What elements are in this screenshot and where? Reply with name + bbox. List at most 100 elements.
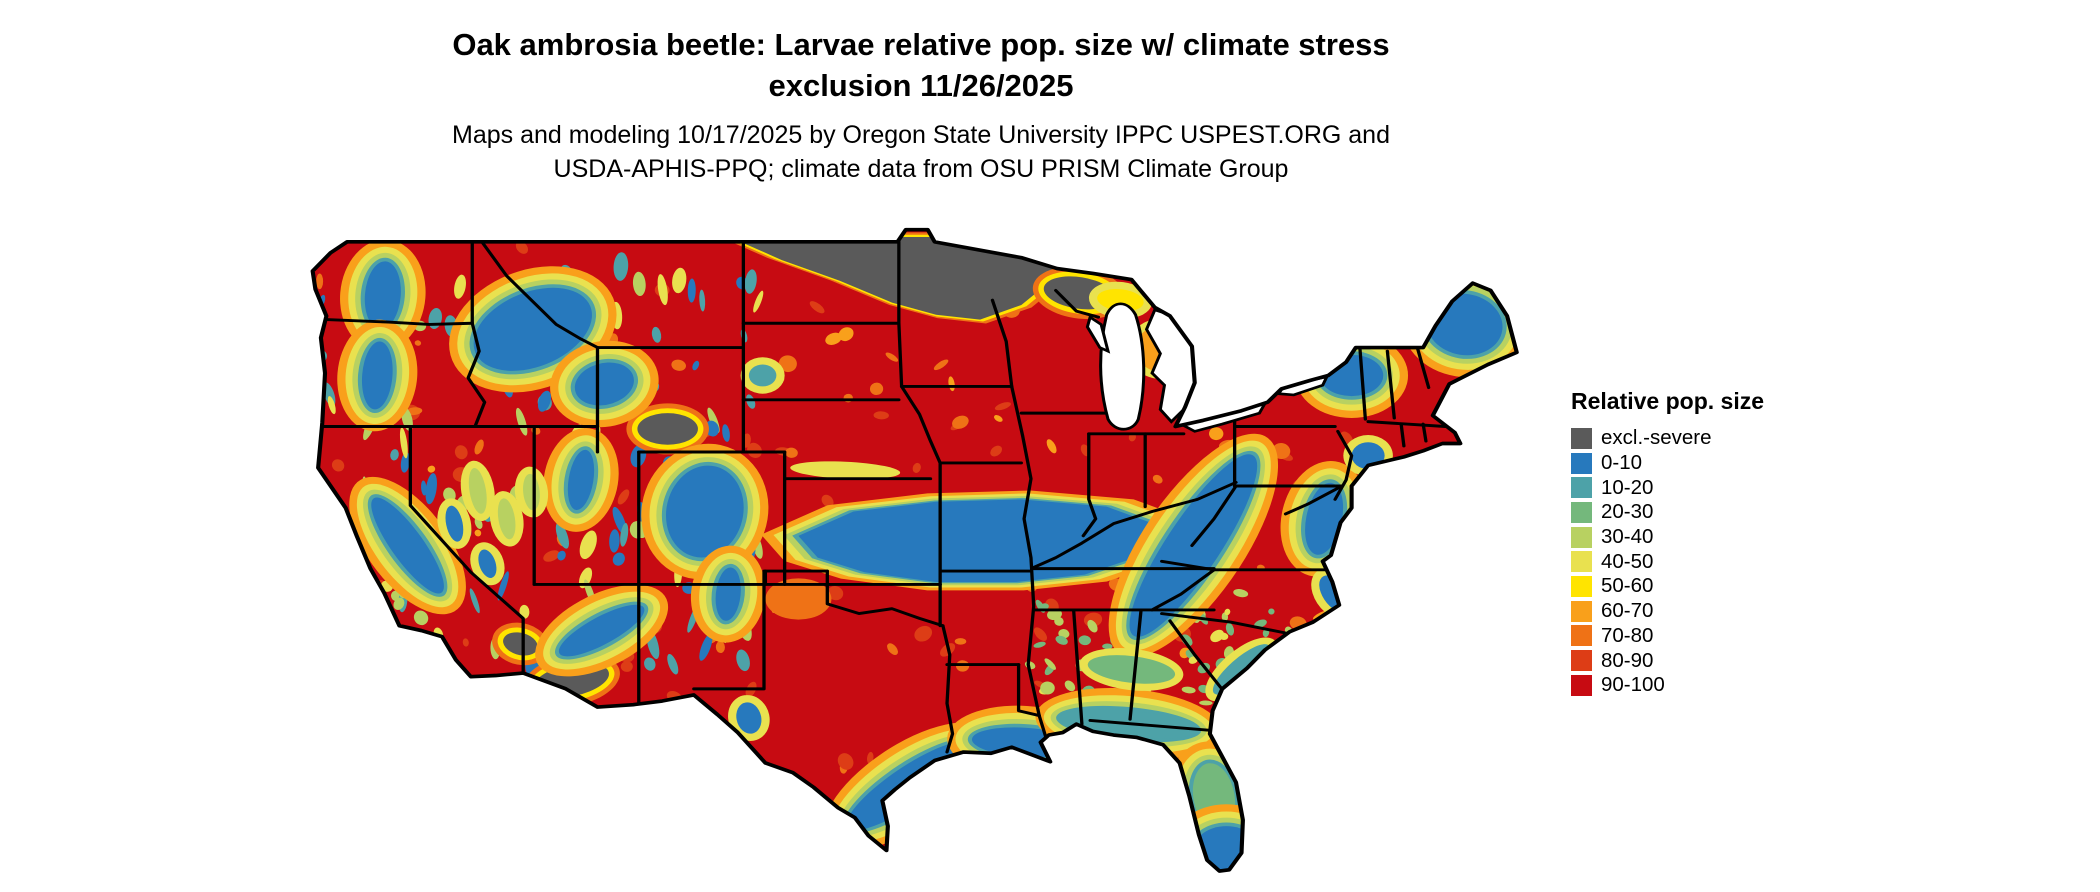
nevada-range-1 [468,467,487,514]
state-border [1128,608,1143,721]
state-border [825,569,945,628]
terrain-speckle [1184,322,1193,330]
terrain-speckle [887,643,898,655]
terrain-speckle [1152,474,1163,484]
terrain-speckle [1193,312,1209,325]
state-border [941,624,955,754]
washington-cascades-low [364,261,401,330]
terrain-speckle [1268,608,1275,615]
terrain-speckle [1378,784,1387,794]
terrain-speckle [904,839,919,847]
terrain-speckle [537,390,552,412]
oregon-cascades-low [361,341,393,410]
terrain-speckle [326,524,343,553]
us-map [303,220,1525,882]
legend-swatch [1571,625,1592,647]
davis-mountains-low [736,702,762,734]
legend-entry-label: 50-60 [1601,574,1654,598]
terrain-speckle [415,815,429,831]
state-border [692,569,766,691]
terrain-speckle [715,641,725,654]
terrain-speckle [331,459,345,472]
corn-belt-plains-low [798,499,1154,582]
state-border [1160,559,1216,572]
terrain-speckle [1425,711,1435,720]
terrain-speckle [364,627,373,655]
terrain-speckle [420,648,429,666]
terrain-speckle [612,552,625,566]
terrain-speckle [515,241,529,254]
terrain-speckle [613,252,629,281]
mogollon-rim-low [558,604,645,657]
terrain-speckle [1390,776,1403,789]
terrain-speckle [1254,619,1267,628]
state-border [1010,384,1051,749]
terrain-speckle [1089,805,1103,821]
terrain-speckle [386,786,400,800]
terrain-speckle [672,267,687,294]
legend-swatch [1571,427,1592,449]
terrain-speckle [1275,274,1286,284]
state-border [1071,608,1084,726]
terrain-speckle [443,487,456,502]
legend-swatch [1571,477,1592,499]
terrain-speckle [1271,312,1291,325]
terrain-speckle [400,452,410,473]
terrain-speckle [536,763,544,771]
terrain-speckle [399,427,408,459]
terrain-speckle [954,638,967,645]
state-border [1385,349,1396,420]
state-border [1088,718,1211,732]
state-border [1283,484,1344,516]
legend-entry-label: 30-40 [1601,525,1654,549]
legend-swatch [1571,551,1592,573]
state-border [1333,429,1354,501]
terrain-speckle [1360,844,1374,857]
legend-swatch [1571,452,1592,474]
state-border [408,425,525,675]
state-border [324,318,474,326]
sangre-de-cristo-low [715,567,741,621]
terrain-speckle [497,571,509,601]
terrain-speckle [1480,774,1486,789]
terrain-speckle [400,632,413,647]
terrain-speckle [366,595,376,612]
legend-swatch [1571,501,1592,523]
nevada-range-2 [497,498,516,540]
terrain-speckle [408,711,424,726]
terrain-speckle [1460,748,1469,758]
terrain-speckle [427,465,436,473]
terrain-speckle [1243,245,1253,261]
legend-entry-label: 10-20 [1601,475,1654,499]
terrain-speckle [620,523,629,547]
terrain-speckle [1420,265,1437,278]
terrain-speckle [553,802,567,817]
terrain-speckle [502,793,517,802]
state-border [1190,484,1238,547]
terrain-speckle [1064,680,1076,692]
legend-swatch [1571,526,1592,548]
terrain-speckle [431,729,447,737]
terrain-speckle [778,355,797,373]
terrain-speckle [336,544,349,568]
terrain-speckle [413,610,429,626]
terrain-speckle [809,301,825,314]
state-border [899,384,942,465]
terrain-speckle [1055,635,1068,645]
terrain-speckle [515,407,528,436]
terrain-speckle [411,633,428,650]
figure-title-line-1: Oak ambrosia beetle: Larvae relative pop… [452,27,1390,62]
state-border [466,321,487,428]
terrain-speckle [1315,796,1333,811]
terrain-speckle [530,747,544,756]
terrain-speckle [1225,622,1235,636]
terrain-speckle [494,780,514,793]
nevada-range-3 [445,505,464,542]
figure-title-line-2: exclusion 11/26/2025 [768,68,1074,103]
terrain-speckle [746,394,756,409]
terrain-speckle [1181,634,1193,646]
terrain-speckle [482,847,499,863]
upper-michigan-warm [1097,288,1144,312]
terrain-speckle [1040,681,1055,695]
legend-entry-label: 80-90 [1601,648,1654,672]
